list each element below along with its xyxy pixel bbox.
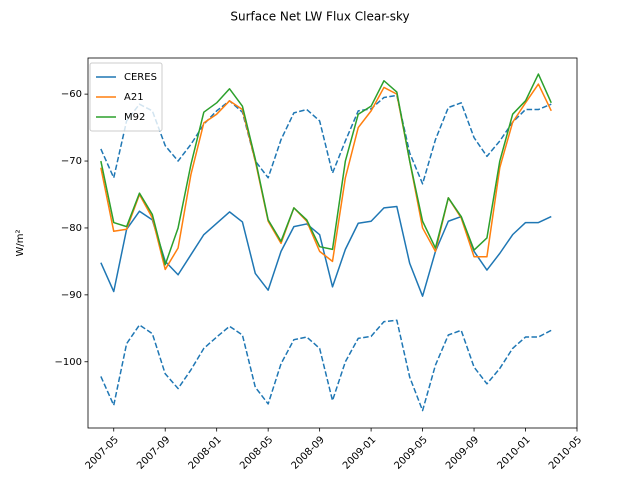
x-tick-label: 2008-05 <box>238 434 275 471</box>
x-tick-label: 2009-01 <box>341 434 378 471</box>
x-tick-label: 2008-01 <box>187 434 224 471</box>
legend-label: A21 <box>124 92 144 103</box>
x-tick-label: 2007-09 <box>135 434 172 471</box>
legend-label: M92 <box>124 112 145 123</box>
x-tick-label: 2007-05 <box>84 434 121 471</box>
y-tick-label: −90 <box>61 290 82 301</box>
series-line <box>100 205 552 297</box>
y-tick-label: −100 <box>55 357 82 368</box>
y-tick-label: −80 <box>61 223 82 234</box>
series-line <box>100 83 552 271</box>
x-tick-label: 2009-09 <box>444 434 481 471</box>
x-tick-label: 2010-01 <box>495 434 532 471</box>
y-axis-label: W/m² <box>15 229 26 256</box>
y-tick-label: −60 <box>61 89 82 100</box>
axes-frame <box>87 57 578 429</box>
y-tick-label: −70 <box>61 156 82 167</box>
chart-title: Surface Net LW Flux Clear-sky <box>230 10 409 24</box>
x-tick-label: 2010-05 <box>547 434 584 471</box>
legend-box <box>89 62 163 132</box>
upper-bound-line <box>100 94 552 185</box>
lower-bound-line <box>100 319 552 412</box>
series-line <box>100 73 552 266</box>
legend-label: CERES <box>124 72 157 83</box>
legend: CERES A21 M92 <box>89 62 163 132</box>
x-tick-label: 2008-09 <box>290 434 327 471</box>
x-tick-label: 2009-05 <box>392 434 429 471</box>
